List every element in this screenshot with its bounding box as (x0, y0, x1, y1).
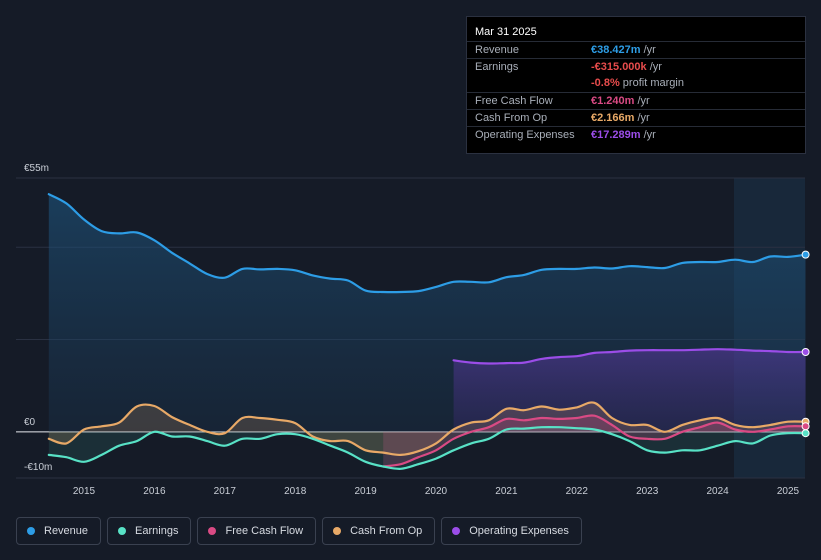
tooltip-row-opex: Operating Expenses €17.289m /yr (467, 126, 805, 144)
tooltip-label: Revenue (475, 44, 520, 56)
line-earnings (47, 425, 807, 470)
legend-item-revenue[interactable]: Revenue (16, 517, 102, 545)
y-tick-top: €55m (24, 163, 49, 174)
endpoint-fcf (801, 422, 810, 431)
series-areas (48, 194, 806, 469)
legend-item-cfo[interactable]: Cash From Op (322, 517, 436, 545)
x-tick-label: 2016 (143, 486, 166, 497)
legend-label: Operating Expenses (469, 525, 569, 537)
tooltip-value: -0.8% profit margin (591, 77, 684, 89)
legend-dot-icon (27, 527, 35, 535)
tooltip-label: Cash From Op (475, 112, 548, 124)
legend-item-opex[interactable]: Operating Expenses (441, 517, 582, 545)
legend-label: Earnings (135, 525, 179, 537)
legend-item-fcf[interactable]: Free Cash Flow (197, 517, 317, 545)
tooltip-value: €2.166m /yr (591, 112, 650, 124)
tooltip-label: Earnings (475, 61, 519, 73)
endpoint-opex (801, 348, 810, 356)
series-endpoints (801, 250, 810, 438)
legend-label: Free Cash Flow (225, 525, 304, 537)
legend: Revenue Earnings Free Cash Flow Cash Fro… (16, 517, 582, 547)
tooltip-value: €38.427m /yr (591, 44, 656, 56)
legend-dot-icon (118, 527, 127, 535)
x-tick-label: 2018 (284, 486, 307, 497)
tooltip-row-margin: -0.8% profit margin (467, 75, 805, 92)
line-revenue (47, 193, 807, 294)
tooltip-row-earnings: Earnings -€315.000k /yr (467, 58, 805, 76)
x-axis: 2015 2016 2017 2018 2019 2020 2021 2022 2023 2024… (73, 486, 800, 497)
line-opex (452, 348, 807, 365)
x-tick-label: 2015 (73, 486, 96, 497)
area-opex (453, 349, 806, 432)
tooltip-row-cfo: Cash From Op €2.166m /yr (467, 109, 805, 127)
series-lines (47, 193, 807, 470)
legend-label: Revenue (44, 525, 89, 537)
tooltip-value: €17.289m /yr (591, 129, 656, 141)
tooltip-value: -€315.000k /yr (591, 61, 662, 73)
legend-item-earnings[interactable]: Earnings (107, 517, 192, 545)
endpoint-revenue (801, 250, 810, 259)
x-tick-label: 2025 (777, 486, 800, 497)
legend-dot-icon (333, 527, 342, 535)
x-tick-label: 2020 (425, 486, 448, 497)
tooltip-label: Operating Expenses (475, 129, 575, 141)
tooltip-label: Free Cash Flow (475, 95, 553, 107)
data-tooltip: Mar 31 2025 Revenue €38.427m /yr Earning… (466, 16, 806, 154)
tooltip-value: €1.240m /yr (591, 95, 650, 107)
legend-dot-icon (452, 527, 461, 535)
x-tick-label: 2024 (706, 486, 729, 497)
line-cfo (47, 401, 807, 457)
line-fcf (382, 414, 807, 468)
x-tick-label: 2022 (566, 486, 589, 497)
x-tick-label: 2019 (354, 486, 377, 497)
y-tick-zero: €0 (24, 417, 36, 428)
x-tick-label: 2023 (636, 486, 659, 497)
y-tick-bottom: -€10m (24, 462, 52, 473)
legend-label: Cash From Op (350, 525, 423, 537)
tooltip-row-fcf: Free Cash Flow €1.240m /yr (467, 92, 805, 110)
x-tick-label: 2017 (214, 486, 237, 497)
legend-dot-icon (208, 527, 217, 535)
x-tick-label: 2021 (495, 486, 518, 497)
tooltip-row-revenue: Revenue €38.427m /yr (467, 41, 805, 59)
tooltip-date: Mar 31 2025 (475, 26, 537, 38)
endpoint-earnings (801, 429, 810, 438)
